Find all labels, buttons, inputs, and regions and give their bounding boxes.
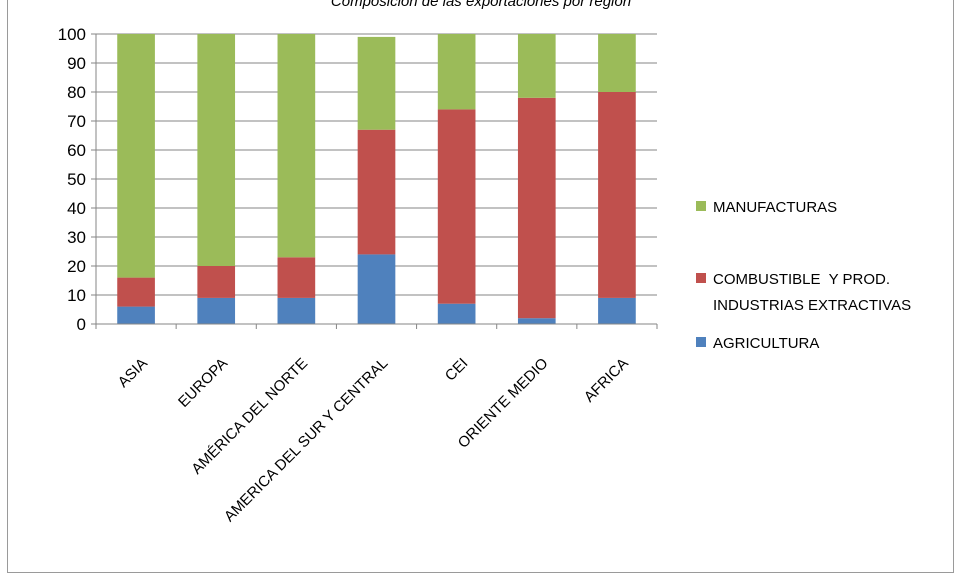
legend-label: MANUFACTURAS bbox=[713, 199, 837, 216]
bar-segment-combustible-y-prod-industrias-extractivas bbox=[197, 266, 236, 298]
chart-frame bbox=[7, 0, 954, 573]
y-tick-label: 50 bbox=[67, 170, 86, 189]
legend-swatch bbox=[696, 273, 706, 283]
y-tick-label: 20 bbox=[67, 257, 86, 276]
bar-segment-agricultura bbox=[197, 297, 236, 324]
y-tick-label: 10 bbox=[67, 286, 86, 305]
legend-label: COMBUSTIBLE Y PROD. INDUSTRIAS EXTRACTIVA… bbox=[713, 271, 911, 314]
bar-segment-combustible-y-prod-industrias-extractivas bbox=[598, 92, 636, 298]
x-category-label: EUROPA bbox=[175, 355, 231, 411]
bar-segment-agricultura bbox=[277, 297, 316, 324]
y-tick-label: 100 bbox=[58, 25, 86, 44]
y-tick-label: 90 bbox=[67, 54, 86, 73]
bar-segment-agricultura bbox=[598, 297, 636, 324]
y-tick-label: 60 bbox=[67, 141, 86, 160]
bar-segment-combustible-y-prod-industrias-extractivas bbox=[117, 277, 155, 307]
y-tick-label: 40 bbox=[67, 199, 86, 218]
bar-segment-agricultura bbox=[517, 318, 556, 324]
bar-segment-manufacturas bbox=[437, 34, 476, 110]
bar-segment-agricultura bbox=[117, 306, 155, 324]
bar-segment-manufacturas bbox=[517, 34, 556, 98]
y-tick-label: 80 bbox=[67, 83, 86, 102]
bar-segment-combustible-y-prod-industrias-extractivas bbox=[357, 129, 396, 255]
legend-swatch bbox=[696, 337, 706, 347]
y-tick-label: 30 bbox=[67, 228, 86, 247]
bar-segment-combustible-y-prod-industrias-extractivas bbox=[437, 109, 476, 304]
bar-segment-manufacturas bbox=[357, 36, 396, 130]
bar-segment-manufacturas bbox=[598, 34, 636, 92]
bar-segment-manufacturas bbox=[197, 34, 236, 266]
x-category-label: AFRICA bbox=[581, 355, 632, 406]
legend-label: AGRICULTURA bbox=[713, 335, 819, 352]
bar-segment-agricultura bbox=[437, 303, 476, 324]
legend-swatch bbox=[696, 201, 706, 211]
bar-segment-combustible-y-prod-industrias-extractivas bbox=[517, 97, 556, 319]
x-category-label: ASIA bbox=[115, 355, 151, 391]
y-tick-label: 0 bbox=[77, 315, 86, 334]
bar-segment-manufacturas bbox=[117, 34, 155, 278]
x-category-label: AMERICA DEL SUR Y CENTRAL bbox=[221, 355, 391, 525]
y-tick-label: 70 bbox=[67, 112, 86, 131]
bar-segment-combustible-y-prod-industrias-extractivas bbox=[277, 257, 316, 298]
x-category-label: ORIENTE MEDIO bbox=[455, 355, 552, 452]
bar-segment-manufacturas bbox=[277, 34, 316, 258]
bar-segment-agricultura bbox=[357, 254, 396, 324]
chart-title: Composición de las exportaciones por reg… bbox=[330, 0, 632, 10]
x-category-label: CEI bbox=[442, 355, 472, 385]
